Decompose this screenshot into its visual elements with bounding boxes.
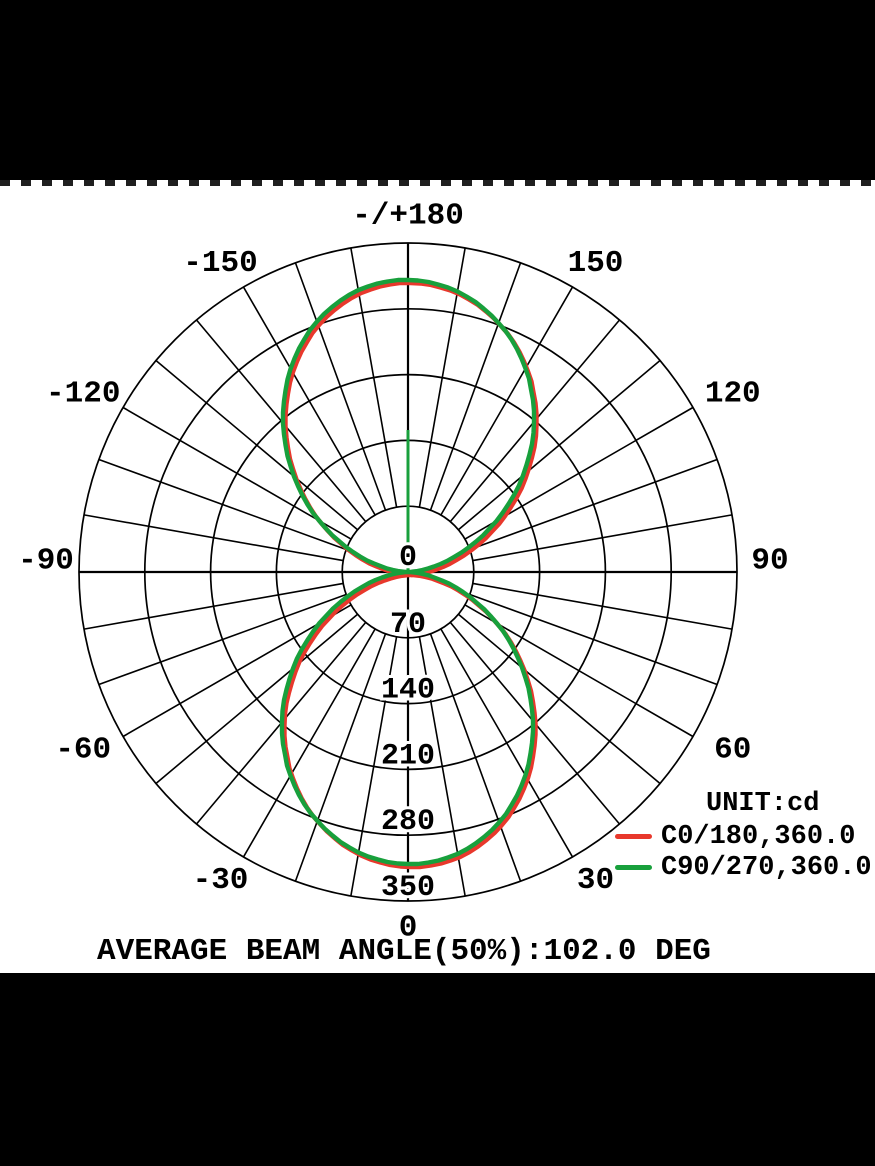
legend-label-c0-180: C0/180,360.0 <box>661 822 856 852</box>
radial-label-350: 350 <box>381 871 435 905</box>
legend-label-c90-270: C90/270,360.0 <box>661 853 872 883</box>
curve-c90-270-upper-lobe <box>280 277 537 575</box>
grid-spoke-70 <box>469 593 718 686</box>
grid-spoke-290 <box>98 593 347 686</box>
grid-spoke-230 <box>155 359 359 531</box>
grid-spoke-260 <box>83 514 344 562</box>
grid-spoke-240 <box>122 406 352 540</box>
top-letterbox-bar <box>0 0 875 180</box>
bottom-letterbox-bar <box>0 973 875 1166</box>
grid-spoke-30 <box>440 628 574 858</box>
radial-label-210: 210 <box>381 739 435 773</box>
angle-label-0: 0 <box>399 911 418 946</box>
grid-spoke-60 <box>464 604 694 738</box>
grid-spoke-200 <box>294 262 387 511</box>
radial-label-70: 70 <box>390 608 426 642</box>
curve-c0-180 <box>282 280 539 870</box>
c0-180-line-swatch <box>615 834 652 839</box>
legend-unit-label: UNIT:cd <box>706 789 820 819</box>
angle-label-150: 150 <box>568 246 624 281</box>
grid-spoke-150 <box>440 286 574 516</box>
grid-spoke-50 <box>457 613 661 785</box>
grid-spoke-310 <box>155 613 359 785</box>
angle-label--150: -150 <box>183 246 257 281</box>
radial-label-0: 0 <box>399 541 417 575</box>
grid-spoke-330 <box>242 628 376 858</box>
grid-spoke-20 <box>429 633 522 882</box>
grid-spoke-110 <box>469 458 718 551</box>
top-bar-perforation-strip <box>0 180 875 186</box>
angle-label-30: 30 <box>577 863 614 898</box>
grid-spoke-100 <box>472 514 733 562</box>
c90-270-line-swatch <box>615 865 652 870</box>
grid-spoke-300 <box>122 604 352 738</box>
grid-spoke-340 <box>294 633 387 882</box>
grid-spoke-130 <box>457 359 661 531</box>
grid-spoke-80 <box>472 582 733 630</box>
angle-label--120: -120 <box>46 377 120 412</box>
grid-spoke-250 <box>98 458 347 551</box>
grid-spoke-210 <box>242 286 376 516</box>
radial-label-140: 140 <box>381 674 435 708</box>
angle-label--90: -90 <box>18 544 74 579</box>
grid-spoke-160 <box>429 262 522 511</box>
angle-label--30: -30 <box>193 863 249 898</box>
angle-label-90: 90 <box>751 544 788 579</box>
curve-c0-180-upper-lobe <box>283 280 539 578</box>
grid-spoke-280 <box>83 582 344 630</box>
curve-c90-270 <box>279 277 537 867</box>
radial-label-280: 280 <box>381 805 435 839</box>
angle-label-120: 120 <box>705 377 761 412</box>
angle-label--60: -60 <box>55 733 111 768</box>
angle-label-60: 60 <box>714 733 751 768</box>
angle-label-180: -/+180 <box>352 199 464 234</box>
curve-c90-270-lower-lobe <box>279 569 536 867</box>
average-beam-angle-title: AVERAGE BEAM ANGLE(50%):102.0 DEG <box>97 934 711 969</box>
